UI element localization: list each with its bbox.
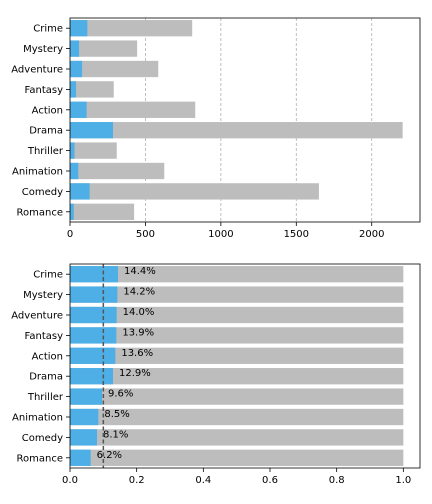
chart1-bar-adventure-s1 <box>70 60 83 78</box>
chart2-x-tick-label: 0.2 <box>129 475 145 486</box>
chart1-bar-crime-s1 <box>70 20 88 37</box>
chart2-data-label-comedy: 8.1% <box>103 429 128 440</box>
chart1-category-label-action: Action <box>32 105 63 116</box>
chart2-data-label-drama: 12.9% <box>119 368 151 379</box>
chart2-bar-drama-s0 <box>70 368 404 385</box>
chart1-x-tick-label: 500 <box>136 229 155 240</box>
chart1-bar-crime-s0 <box>70 20 193 37</box>
chart1-bar-drama-s1 <box>70 122 113 139</box>
chart2-category-label-romance: Romance <box>17 453 63 464</box>
chart2-x-tick-label: 0.8 <box>329 475 345 486</box>
chart1-bar-romance-s1 <box>70 203 74 220</box>
chart2-bar-action-s0 <box>70 347 404 364</box>
chart1-category-label-crime: Crime <box>33 24 63 35</box>
chart1-x-tick-label: 1500 <box>284 229 309 240</box>
chart2-bar-animation-s0 <box>70 408 404 426</box>
bottom-chart: Crime 14.4% Mystery 14.2% Adventure 14.0% Fant… <box>11 263 421 486</box>
chart1-bar-fantasy-s0 <box>70 81 114 98</box>
top-chart: Crime Mystery Adventure Fantasy Action Drama T… <box>11 17 421 240</box>
chart2-data-label-adventure: 14.0% <box>123 307 155 318</box>
chart2-bar-comedy-s1 <box>70 429 97 446</box>
chart2-x-tick-label: 0.4 <box>195 475 211 486</box>
chart2-bar-thriller-s1 <box>70 388 102 405</box>
chart1-category-label-drama: Drama <box>29 126 63 137</box>
chart1-x-tick-label: 1000 <box>208 229 233 240</box>
chart2-bar-comedy-s0 <box>70 429 404 446</box>
chart1-category-label-mystery: Mystery <box>23 44 63 55</box>
chart1-category-label-fantasy: Fantasy <box>25 85 64 96</box>
chart2-category-label-crime: Crime <box>33 270 63 281</box>
chart1-bar-thriller-s0 <box>70 142 117 159</box>
chart2-bar-animation-s1 <box>70 408 99 426</box>
chart1-bar-comedy-s1 <box>70 183 90 200</box>
chart2-data-label-animation: 8.5% <box>104 409 129 420</box>
chart2-bar-fantasy-s0 <box>70 327 404 344</box>
chart1-bar-romance-s0 <box>70 203 135 220</box>
chart2-bar-thriller-s0 <box>70 388 404 405</box>
chart2-bar-fantasy-s1 <box>70 327 117 344</box>
chart1-x-tick-label: 2000 <box>359 229 384 240</box>
chart2-category-label-mystery: Mystery <box>23 290 63 301</box>
chart2-data-label-thriller: 9.6% <box>108 389 133 400</box>
chart2-bar-adventure-s0 <box>70 306 404 324</box>
chart2-category-label-thriller: Thriller <box>27 392 64 403</box>
chart1-bar-animation-s0 <box>70 162 165 180</box>
chart2-category-label-fantasy: Fantasy <box>25 331 64 342</box>
chart1-bar-action-s0 <box>70 101 196 118</box>
chart2-x-tick-label: 1.0 <box>395 475 411 486</box>
chart2-data-label-mystery: 14.2% <box>123 287 155 298</box>
chart1-category-label-comedy: Comedy <box>22 187 63 198</box>
chart2-bar-romance-s1 <box>70 449 91 466</box>
chart1-bar-action-s1 <box>70 101 87 118</box>
chart1-category-label-thriller: Thriller <box>27 146 64 157</box>
chart2-bar-romance-s0 <box>70 449 404 466</box>
chart2-bar-action-s1 <box>70 347 116 364</box>
chart1-x-tick-label: 0 <box>67 229 73 240</box>
chart2-bar-mystery-s0 <box>70 286 404 303</box>
chart1-category-label-adventure: Adventure <box>11 65 63 76</box>
chart1-bar-adventure-s0 <box>70 60 159 78</box>
chart1-bar-fantasy-s1 <box>70 81 77 98</box>
chart1-axes-frame <box>69 17 421 223</box>
chart2-data-label-romance: 6.2% <box>97 450 122 461</box>
chart2-bar-drama-s1 <box>70 368 113 385</box>
chart1-bar-mystery-s1 <box>70 40 80 57</box>
chart2-bar-crime-s0 <box>70 266 404 283</box>
chart1-bar-thriller-s1 <box>70 142 75 159</box>
chart2-category-label-comedy: Comedy <box>22 433 63 444</box>
chart1-bar-drama-s0 <box>70 122 403 139</box>
chart2-axes-frame <box>69 263 421 469</box>
chart2-data-label-fantasy: 13.9% <box>122 327 154 338</box>
chart2-category-label-animation: Animation <box>12 413 63 424</box>
chart2-bar-crime-s1 <box>70 266 118 283</box>
chart2-bar-mystery-s1 <box>70 286 118 303</box>
chart1-bar-comedy-s0 <box>70 183 319 200</box>
chart1-bar-mystery-s0 <box>70 40 138 57</box>
chart1-category-label-animation: Animation <box>12 167 63 178</box>
chart1-category-label-romance: Romance <box>17 207 63 218</box>
chart1-bar-animation-s1 <box>70 162 79 180</box>
chart2-data-label-action: 13.6% <box>121 348 153 359</box>
chart2-x-tick-label: 0.0 <box>62 475 78 486</box>
chart2-x-tick-label: 0.6 <box>262 475 278 486</box>
chart2-bar-adventure-s1 <box>70 306 117 324</box>
chart2-category-label-drama: Drama <box>29 372 63 383</box>
chart2-category-label-adventure: Adventure <box>11 311 63 322</box>
chart2-data-label-crime: 14.4% <box>124 266 156 277</box>
chart2-category-label-action: Action <box>32 351 63 362</box>
